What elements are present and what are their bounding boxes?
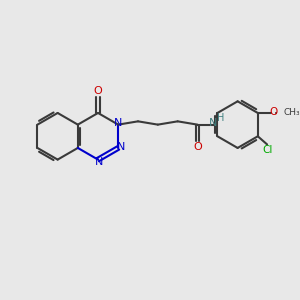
Text: H: H [217, 113, 224, 123]
Text: N: N [94, 157, 103, 166]
Text: N: N [117, 142, 125, 152]
Text: N: N [113, 118, 122, 128]
Text: N: N [209, 118, 218, 128]
Text: O: O [269, 107, 278, 117]
Text: Cl: Cl [263, 146, 273, 155]
Text: O: O [193, 142, 202, 152]
Text: CH₃: CH₃ [284, 109, 300, 118]
Text: O: O [94, 85, 102, 96]
